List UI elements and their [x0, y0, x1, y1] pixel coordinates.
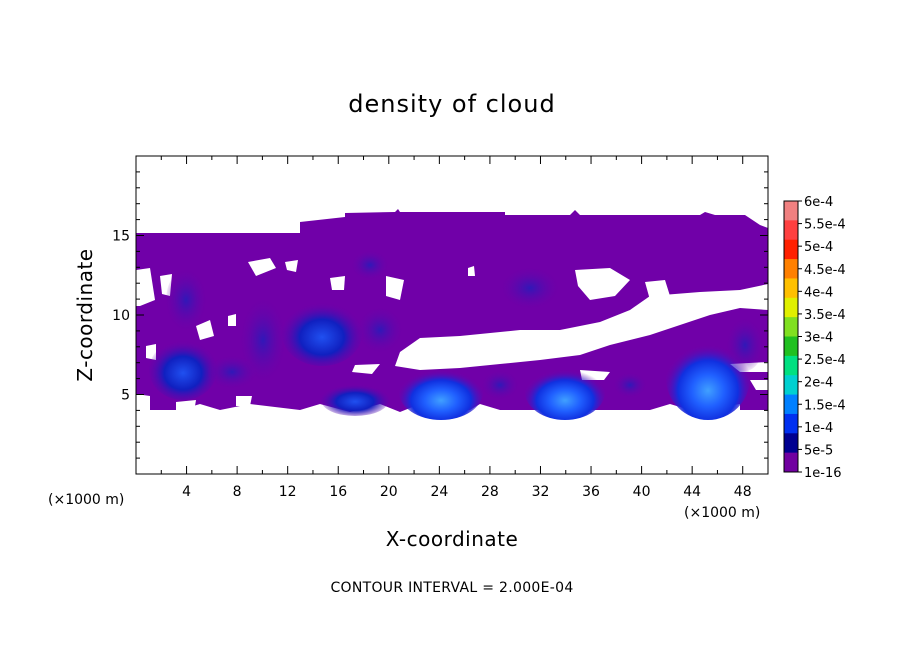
x-tick-label: 36 — [582, 484, 600, 500]
density-core-5 — [166, 270, 206, 330]
y-tick-label: 15 — [112, 229, 130, 245]
density-core-8 — [208, 356, 256, 388]
x-tick-label: 4 — [182, 484, 191, 500]
x-tick-label: 8 — [233, 484, 242, 500]
colorbar-segment — [784, 433, 798, 454]
x-tick-label: 32 — [532, 484, 550, 500]
x-tick-label: 48 — [734, 484, 752, 500]
x-unit-label-left: (×1000 m) — [48, 492, 124, 508]
y-axis-label: Z-coordinate — [73, 248, 97, 381]
x-tick-label: 16 — [329, 484, 347, 500]
x-tick-label: 28 — [481, 484, 499, 500]
density-core-20 — [358, 308, 402, 352]
colorbar-segment — [784, 375, 798, 396]
density-core-19 — [352, 251, 388, 279]
density-core-40 — [614, 373, 646, 397]
y-tick-label: 5 — [121, 388, 130, 404]
density-core-31 — [502, 268, 558, 308]
colorbar-segment — [784, 413, 798, 434]
cloud-field — [136, 209, 768, 420]
colorbar-label: 3e-4 — [804, 331, 833, 346]
density-core-44 — [666, 336, 750, 420]
colorbar-segment — [784, 220, 798, 241]
colorbar-label: 1e-16 — [804, 466, 842, 481]
colorbar-label: 5.5e-4 — [804, 218, 846, 233]
colorbar-label: 2e-4 — [804, 376, 833, 391]
colorbar-segment — [784, 317, 798, 337]
colorbar-segment — [784, 278, 798, 299]
colorbar-segment — [784, 394, 798, 415]
colorbar-label: 2.5e-4 — [804, 353, 846, 368]
density-core-48 — [727, 319, 763, 371]
colorbar-label: 1e-4 — [804, 421, 833, 436]
density-core-33 — [525, 364, 605, 420]
colorbar-label: 5e-4 — [804, 240, 833, 255]
x-axis-label: X-coordinate — [386, 527, 519, 551]
density-core-10 — [241, 300, 285, 380]
colorbar-segment — [784, 201, 798, 221]
density-core-27 — [482, 371, 518, 399]
colorbar-segment — [784, 336, 798, 357]
colorbar-label: 1.5e-4 — [804, 398, 846, 413]
colorbar-segment — [784, 452, 798, 473]
y-tick-label: 10 — [112, 308, 130, 324]
density-core-4 — [149, 340, 217, 400]
colorbar-segment — [784, 297, 798, 318]
x-tick-label: 44 — [683, 484, 701, 500]
x-tick-label: 12 — [279, 484, 297, 500]
density-core-16 — [321, 384, 389, 416]
y-axis-ticks: 5 10 15 — [112, 171, 768, 459]
colorbar-label: 3.5e-4 — [804, 308, 846, 323]
colorbar-label: 6e-4 — [804, 195, 833, 210]
colorbar-label: 5e-5 — [804, 443, 833, 458]
x-unit-label-right: (×1000 m) — [684, 505, 760, 521]
colorbar-label: 4e-4 — [804, 285, 833, 300]
colorbar-segment — [784, 239, 798, 260]
colorbar-segment — [784, 355, 798, 376]
contour-interval-text: CONTOUR INTERVAL = 2.000E-04 — [330, 580, 573, 596]
colorbar-segment — [784, 259, 798, 279]
x-tick-label: 40 — [633, 484, 651, 500]
colorbar-label: 4.5e-4 — [804, 263, 846, 278]
density-cores — [149, 251, 763, 420]
chart-title: density of cloud — [348, 90, 555, 118]
cloud-region — [136, 209, 768, 412]
x-tick-label: 24 — [430, 484, 448, 500]
density-core-15 — [282, 302, 362, 366]
colorbar: 6e-4 5.5e-4 5e-4 4.5e-4 4e-4 3.5e-4 3e-4 2.5e-4… — [783, 195, 846, 481]
x-tick-label: 20 — [380, 484, 398, 500]
x-axis-ticks: 4 8 12 16 20 24 28 32 36 40 44 48 — [160, 156, 752, 500]
density-core-24 — [399, 364, 483, 420]
